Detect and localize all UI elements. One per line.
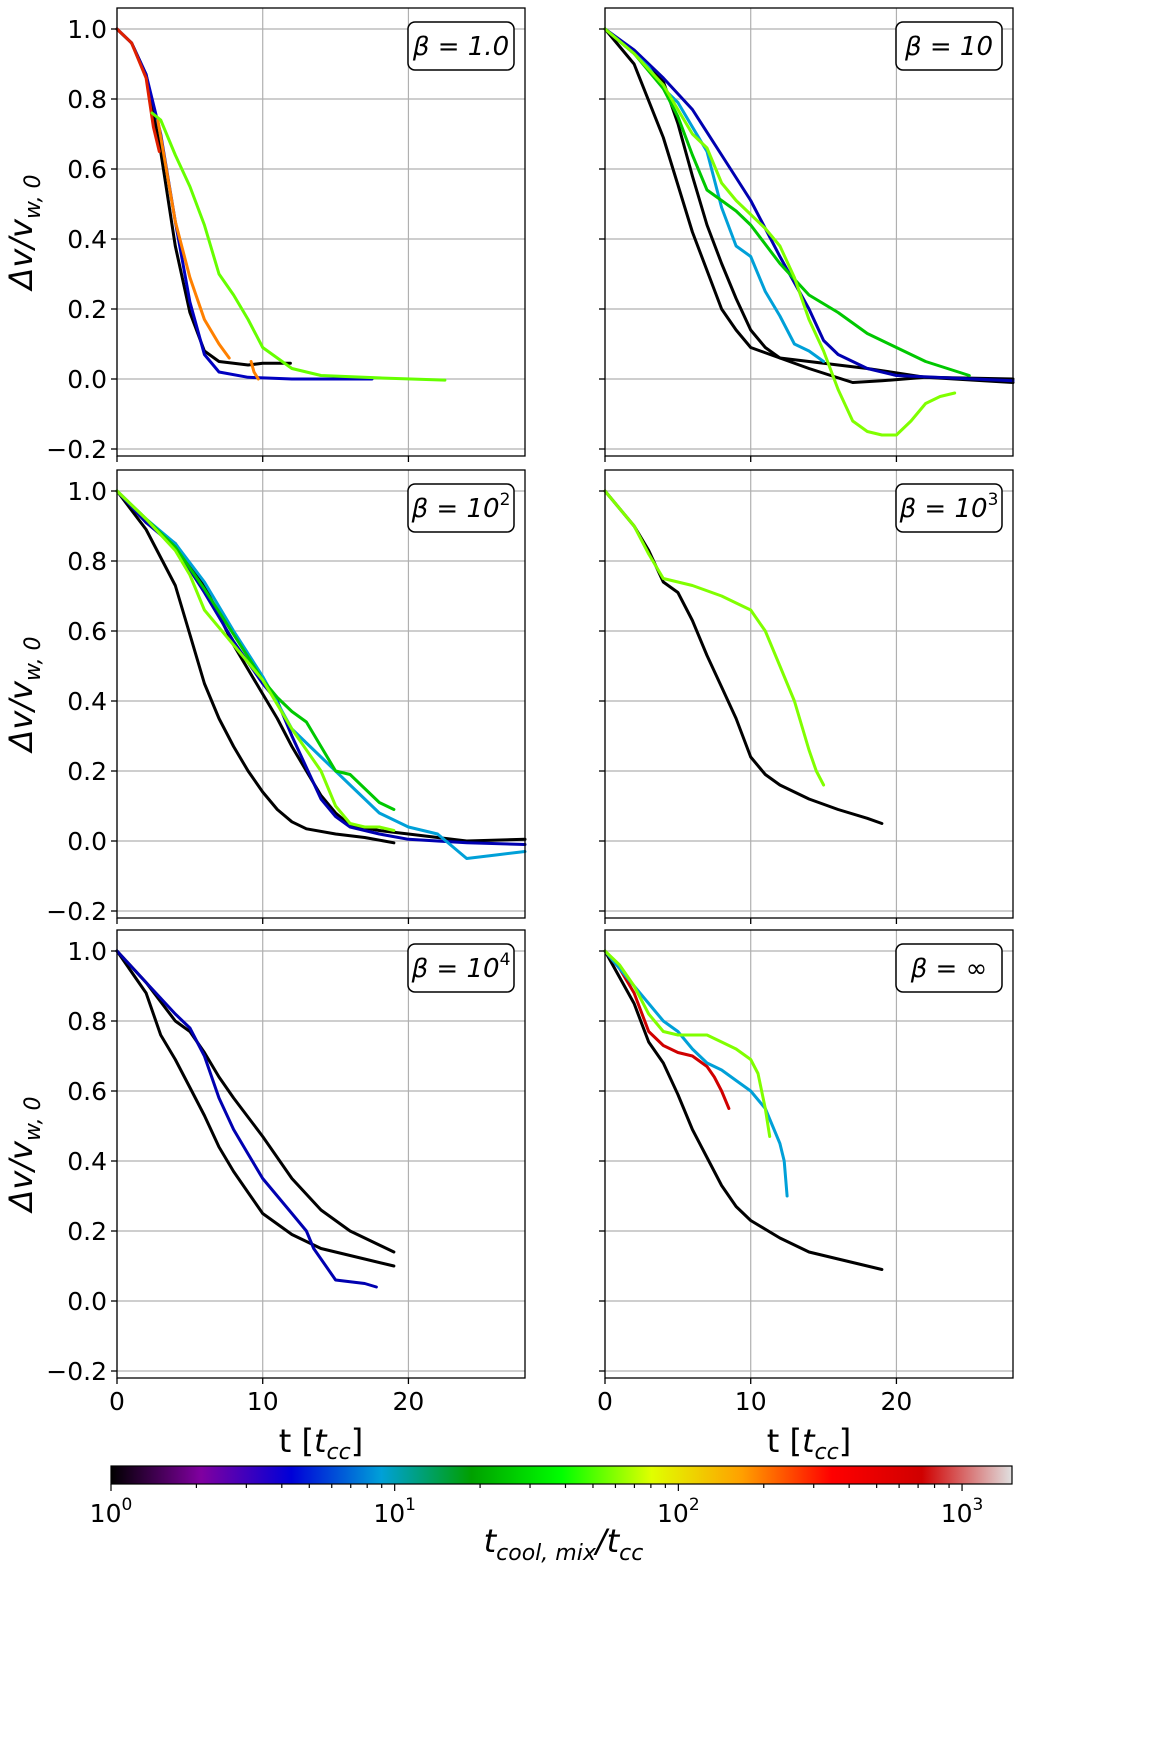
y-tick-label: 0.0 xyxy=(67,365,107,394)
panel-label: β = 10 xyxy=(904,32,993,62)
colorbar-tick-label: 100 xyxy=(90,1495,133,1528)
y-tick-label: 0.2 xyxy=(67,757,107,786)
x-tick-label: 20 xyxy=(393,1387,425,1416)
series-line-2 xyxy=(603,489,826,787)
series-line-5 xyxy=(115,489,396,811)
y-tick-label: 0.2 xyxy=(67,1217,107,1246)
x-axis-label: t [tcc] xyxy=(279,1422,363,1465)
series-line-2 xyxy=(115,27,374,381)
y-tick-label: 0.8 xyxy=(67,1007,107,1036)
colorbar-tick-label: 102 xyxy=(657,1495,700,1528)
colorbar: 100 101 102 103 tcool, mix/tcc xyxy=(90,1465,1013,1566)
axes-frame xyxy=(604,7,1014,457)
y-tick-label: 0.6 xyxy=(67,155,107,184)
x-tick-label: 20 xyxy=(881,1387,913,1416)
series-line-1 xyxy=(603,949,884,1271)
series-line-1 xyxy=(603,489,884,825)
panel-label: β = 103 xyxy=(899,490,999,524)
colorbar-gradient xyxy=(110,1465,1013,1485)
colorbar-tick-label: 103 xyxy=(941,1495,984,1528)
series-line-6 xyxy=(150,111,447,382)
colorbar-label: tcool, mix/tcc xyxy=(484,1522,644,1566)
y-axis-label: Δv/vw, 0 xyxy=(2,174,46,292)
y-tick-label: 0.4 xyxy=(67,1147,107,1176)
y-axis-label: Δv/vw, 0 xyxy=(2,1096,46,1214)
panel-label-box xyxy=(895,943,1003,993)
x-tick-label: 10 xyxy=(247,1387,279,1416)
series-line-2 xyxy=(115,949,396,1254)
series-line-5 xyxy=(115,27,161,153)
panel-6: 0 10 20 t [tcc] β = ∞ xyxy=(597,929,1014,1465)
series-line-1 xyxy=(115,489,396,845)
panel-label: β = ∞ xyxy=(910,954,988,984)
y-tick-label: 0.2 xyxy=(67,295,107,324)
y-tick-label: −0.2 xyxy=(46,897,107,926)
series-line-3 xyxy=(115,489,527,846)
panel-5: −0.2 0.0 0.2 0.4 0.6 0.8 1.0 0 10 20 t [tcc] Δv/vw,… xyxy=(2,929,526,1465)
series-line-5 xyxy=(603,27,971,377)
y-tick-label: 0.6 xyxy=(67,1077,107,1106)
panel-2: β = 10 xyxy=(599,7,1015,462)
y-tick-label: 0.8 xyxy=(67,85,107,114)
series-line-2 xyxy=(115,489,527,843)
y-tick-label: 0.4 xyxy=(67,225,107,254)
axes-frame xyxy=(116,7,526,457)
panel-label-box xyxy=(407,21,515,71)
panels: −0.2 0.0 0.2 0.4 0.6 0.8 1.0 Δv/vw, 0 β = 1.0 β =… xyxy=(2,7,1015,1465)
y-tick-label: −0.2 xyxy=(46,1357,107,1386)
series-line-2 xyxy=(603,949,731,1110)
panel-label: β = 104 xyxy=(411,950,511,984)
x-tick-label: 0 xyxy=(109,1387,125,1416)
y-tick-label: 0.0 xyxy=(67,827,107,856)
series-line-4 xyxy=(603,949,772,1138)
panel-3: −0.2 0.0 0.2 0.4 0.6 0.8 1.0 Δv/vw, 0 β = 102 xyxy=(2,469,527,926)
x-tick-label: 0 xyxy=(597,1387,613,1416)
x-axis-label: t [tcc] xyxy=(767,1422,851,1465)
y-tick-label: 0.0 xyxy=(67,1287,107,1316)
series-line-4 xyxy=(249,360,260,381)
y-tick-label: 0.6 xyxy=(67,617,107,646)
y-tick-label: 1.0 xyxy=(67,15,107,44)
axes-frame xyxy=(604,929,1014,1379)
y-axis-label: Δv/vw, 0 xyxy=(2,636,46,754)
y-tick-label: 1.0 xyxy=(67,477,107,506)
series-line-6 xyxy=(603,27,957,437)
colorbar-tick-label: 101 xyxy=(373,1495,416,1528)
y-tick-label: −0.2 xyxy=(46,435,107,464)
panel-label: β = 102 xyxy=(411,490,511,524)
series-line-1 xyxy=(115,949,396,1268)
series-line-3 xyxy=(115,949,378,1289)
panel-label-box xyxy=(407,483,515,533)
series-line-3 xyxy=(156,118,231,360)
x-tick-label: 10 xyxy=(735,1387,767,1416)
axes-frame xyxy=(116,929,526,1379)
panel-label-box xyxy=(895,483,1003,533)
panel-4: β = 103 xyxy=(599,469,1014,924)
series-line-4 xyxy=(115,489,527,860)
panel-label-box xyxy=(407,943,515,993)
axes-frame xyxy=(116,469,526,919)
panel-label-box xyxy=(895,21,1003,71)
panel-label: β = 1.0 xyxy=(412,32,509,62)
series-line-3 xyxy=(603,27,1015,383)
axes-frame xyxy=(604,469,1014,919)
series-line-3 xyxy=(603,949,789,1198)
y-tick-label: 0.4 xyxy=(67,687,107,716)
series-line-6 xyxy=(115,489,396,832)
panel-1: −0.2 0.0 0.2 0.4 0.6 0.8 1.0 Δv/vw, 0 β = 1.0 xyxy=(2,7,526,464)
y-tick-label: 1.0 xyxy=(67,937,107,966)
y-tick-label: 0.8 xyxy=(67,547,107,576)
